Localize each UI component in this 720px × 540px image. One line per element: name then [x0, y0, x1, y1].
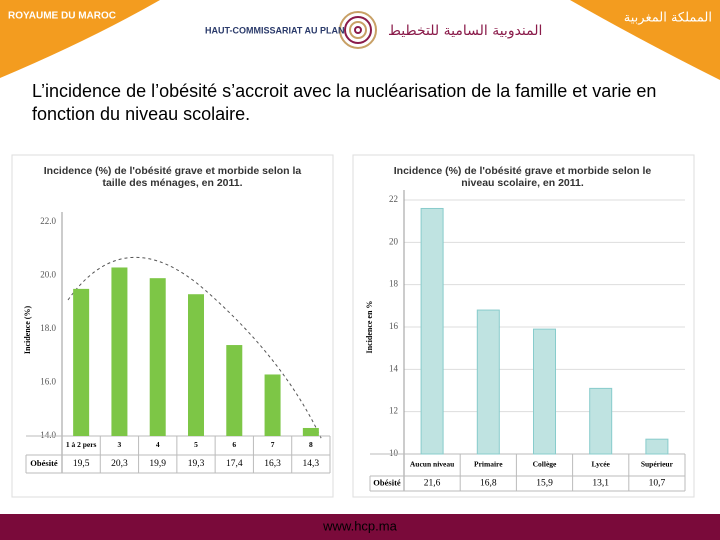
row-label: Obésité [30, 458, 58, 468]
y-tick-label: 20 [389, 236, 399, 246]
y-tick-label: 22.0 [40, 216, 56, 226]
bar [111, 267, 128, 436]
y-tick-label: 10 [389, 448, 399, 458]
value-label: 14,3 [303, 459, 320, 469]
footer-bar [0, 514, 720, 540]
y-tick-label: 18 [389, 279, 399, 289]
category-label: Aucun niveau [410, 460, 454, 469]
value-label: 21,6 [424, 479, 441, 489]
y-axis-label: Incidence (%) [23, 306, 32, 355]
value-label: 13,1 [592, 479, 609, 489]
category-label: Supérieur [641, 460, 674, 469]
value-label: 19,5 [73, 459, 90, 469]
bar [302, 427, 319, 436]
category-label: 6 [232, 440, 236, 449]
y-tick-label: 14 [389, 363, 399, 373]
logo [339, 11, 377, 49]
y-tick-label: 20.0 [40, 270, 56, 280]
category-label: 7 [271, 440, 275, 449]
header-arabic: المندوبية السامية للتخطيط [388, 23, 542, 39]
corner-right [570, 0, 720, 80]
row-label: Obésité [373, 477, 401, 487]
header-center: HAUT-COMMISSARIAT AU PLAN [205, 25, 345, 35]
category-label: 3 [118, 440, 122, 449]
category-label: 1 à 2 pers [66, 440, 97, 449]
category-label: Primaire [474, 460, 503, 469]
bar [476, 309, 500, 455]
bar [188, 294, 204, 436]
bar [264, 374, 281, 436]
bar [149, 278, 166, 436]
corner-left [0, 0, 160, 78]
chart-title: Incidence (%) de l'obésité grave et morb… [393, 165, 652, 189]
y-tick-label: 22 [389, 194, 398, 204]
category-label: Collège [533, 460, 557, 469]
panel [352, 154, 695, 498]
y-tick-label: 16.0 [40, 377, 56, 387]
category-label: 4 [156, 440, 160, 449]
value-label: 16,3 [264, 459, 281, 469]
header-right: المملكة المغربية [624, 11, 712, 26]
slide-title: L’incidence de l’obésité s’accroit avec … [32, 81, 657, 124]
value-label: 17,4 [226, 459, 243, 469]
bar [420, 207, 444, 455]
value-label: 20,3 [111, 459, 128, 469]
chart-title: Incidence (%) de l'obésité grave et morb… [43, 165, 302, 189]
y-tick-label: 16 [389, 321, 399, 331]
bar [645, 438, 669, 455]
category-label: 5 [194, 440, 198, 449]
bar [589, 387, 613, 455]
y-tick-label: 14.0 [40, 430, 56, 440]
value-label: 19,3 [188, 459, 205, 469]
header-left: ROYAUME DU MAROC [8, 11, 116, 22]
bar [226, 345, 243, 436]
category-label: Lycée [592, 460, 611, 469]
value-label: 15,9 [536, 479, 553, 489]
bar [73, 288, 90, 436]
footer-url: www.hcp.ma [322, 518, 397, 533]
panel [11, 154, 334, 498]
value-label: 19,9 [149, 459, 166, 469]
y-tick-label: 12 [389, 406, 398, 416]
value-label: 10,7 [649, 479, 666, 489]
y-axis-label: Incidence en % [365, 301, 374, 354]
category-label: 8 [309, 440, 313, 449]
bar [533, 328, 556, 455]
value-label: 16,8 [480, 479, 497, 489]
y-tick-label: 18.0 [40, 323, 56, 333]
